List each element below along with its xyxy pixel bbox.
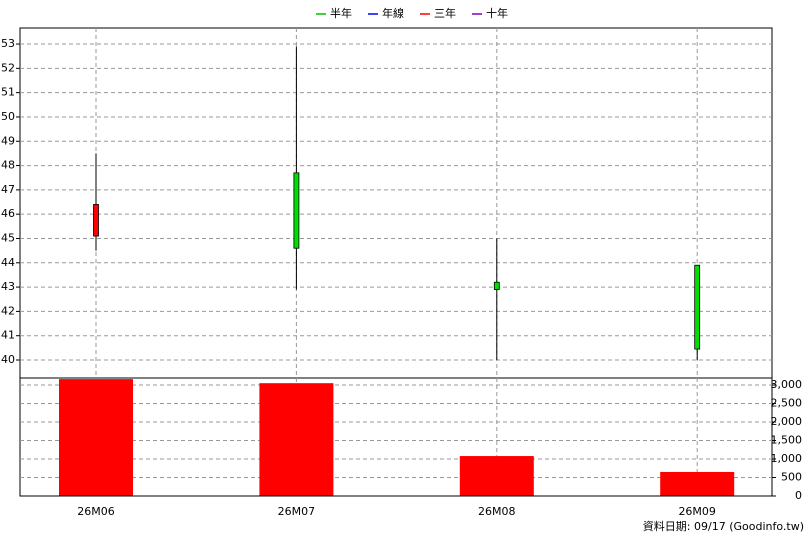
x-tick-label: 26M09 bbox=[678, 505, 716, 518]
y-tick-label: 41 bbox=[1, 329, 15, 342]
y-tick-label: 49 bbox=[1, 134, 15, 147]
y-tick-label: 52 bbox=[1, 61, 15, 74]
legend-label: 三年 bbox=[434, 6, 456, 20]
y-tick-label: 47 bbox=[1, 183, 15, 196]
y2-tick-label: 0 bbox=[795, 489, 802, 502]
y2-tick-label: 3,000 bbox=[771, 378, 803, 391]
y-tick-label: 43 bbox=[1, 280, 15, 293]
y-tick-label: 42 bbox=[1, 304, 15, 317]
volume-bar bbox=[459, 456, 534, 496]
y-tick-label: 50 bbox=[1, 110, 15, 123]
candle-body bbox=[93, 204, 99, 237]
volume-bar bbox=[259, 383, 334, 496]
y-tick-label: 46 bbox=[1, 207, 15, 220]
volume-bar bbox=[59, 379, 133, 496]
y-tick-label: 44 bbox=[1, 256, 15, 269]
legend-label: 年線 bbox=[382, 6, 404, 20]
y-tick-label: 51 bbox=[1, 86, 15, 99]
legend-label: 十年 bbox=[486, 6, 508, 20]
source-note: 資料日期: 09/17 (Goodinfo.tw) bbox=[643, 519, 804, 533]
legend-label: 半年 bbox=[330, 6, 352, 20]
candle-body bbox=[293, 172, 300, 249]
x-tick-label: 26M08 bbox=[478, 505, 516, 518]
y-tick-label: 40 bbox=[1, 353, 15, 366]
y2-tick-label: 1,000 bbox=[771, 452, 803, 465]
y-tick-label: 45 bbox=[1, 231, 15, 244]
plot-frame bbox=[19, 27, 773, 497]
y2-tick-label: 2,000 bbox=[771, 415, 803, 428]
x-tick-label: 26M06 bbox=[77, 505, 115, 518]
y-tick-label: 53 bbox=[1, 37, 15, 50]
y2-tick-label: 2,500 bbox=[771, 397, 803, 410]
candle-body bbox=[493, 281, 500, 290]
volume-bar bbox=[660, 471, 735, 496]
x-tick-label: 26M07 bbox=[278, 505, 316, 518]
y-tick-label: 48 bbox=[1, 159, 15, 172]
y2-tick-label: 500 bbox=[781, 471, 802, 484]
y2-tick-label: 1,500 bbox=[771, 434, 803, 447]
candle-body bbox=[694, 264, 701, 350]
